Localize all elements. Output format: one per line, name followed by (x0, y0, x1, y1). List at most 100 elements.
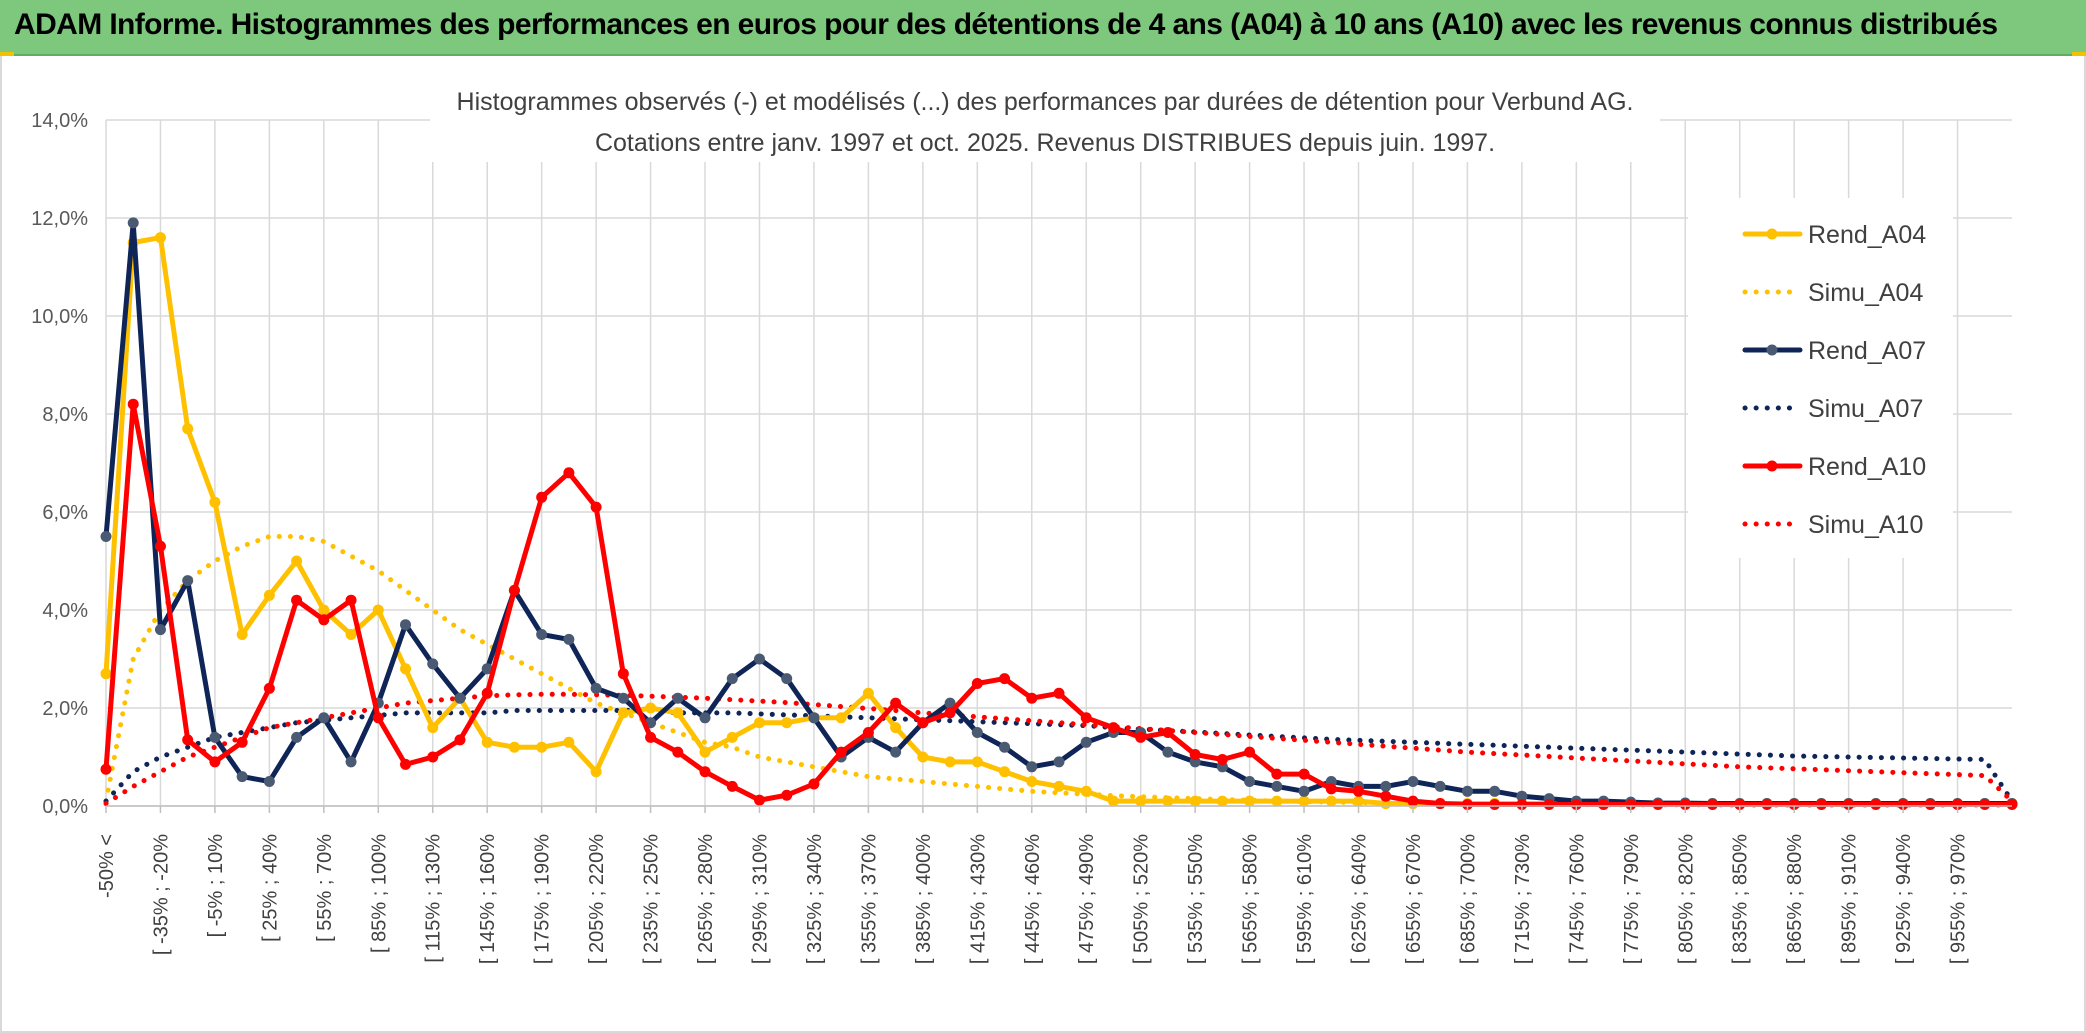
data-point-rend-a10 (1216, 753, 1228, 765)
chart-title: Histogrammes observés (-) et modélisés (… (457, 88, 1634, 116)
x-tick-label: [ 565% ; 580% (1240, 834, 1262, 964)
data-point-rend-a10 (1924, 799, 1936, 811)
x-tick-label: [ 805% ; 820% (1675, 834, 1697, 964)
data-point-rend-a04 (1080, 785, 1092, 797)
data-point-rend-a04 (645, 702, 657, 714)
data-point-rend-a10 (1598, 799, 1610, 811)
corner-accent-left (0, 52, 14, 56)
legend-background (1688, 198, 1953, 558)
data-point-rend-a07 (1271, 780, 1283, 792)
data-point-rend-a10 (1679, 799, 1691, 811)
data-point-rend-a04 (1135, 795, 1147, 807)
x-tick-label: [ 325% ; 340% (804, 834, 826, 964)
data-point-rend-a10 (1489, 799, 1501, 811)
x-tick-label: [ 775% ; 790% (1621, 834, 1643, 964)
y-tick-label: 14,0% (31, 110, 88, 132)
data-point-rend-a10 (1298, 768, 1310, 780)
data-point-rend-a10 (1543, 799, 1555, 811)
data-point-rend-a07 (209, 731, 221, 743)
data-point-rend-a10 (481, 687, 493, 699)
data-point-rend-a07 (1461, 785, 1473, 797)
legend-label-simu-a07: Simu_A07 (1808, 395, 1923, 423)
data-point-rend-a10 (944, 707, 956, 719)
data-point-rend-a10 (917, 717, 929, 729)
data-point-rend-a07 (100, 531, 112, 542)
data-point-rend-a07 (427, 658, 439, 670)
data-point-rend-a04 (835, 712, 847, 724)
x-tick-label: [ 865% ; 880% (1784, 834, 1806, 964)
data-point-rend-a04 (781, 717, 793, 729)
x-tick-label: [ 535% ; 550% (1185, 834, 1207, 964)
data-point-rend-a07 (1380, 780, 1392, 792)
data-point-rend-a04 (1271, 795, 1283, 807)
data-point-rend-a04 (154, 232, 166, 244)
data-point-rend-a10 (1734, 799, 1746, 811)
data-point-rend-a04 (400, 663, 412, 675)
legend: Rend_A04 Simu_A04 Rend_A07 Simu_A07 Rend_A10… (1742, 221, 1926, 539)
data-point-rend-a07 (944, 697, 956, 709)
data-point-rend-a07 (1298, 785, 1310, 797)
data-point-rend-a07 (318, 712, 330, 724)
data-point-rend-a10 (1080, 712, 1092, 724)
report-header: ADAM Informe. Histogrammes des performan… (0, 0, 2086, 56)
data-point-rend-a04 (1026, 776, 1038, 787)
data-point-rend-a04 (1325, 795, 1337, 807)
data-point-rend-a04 (999, 766, 1011, 778)
data-point-rend-a07 (999, 741, 1011, 753)
data-point-rend-a10 (1026, 692, 1038, 704)
data-point-rend-a10 (1761, 799, 1773, 811)
data-point-rend-a04 (1053, 780, 1065, 792)
data-point-rend-a10 (999, 673, 1011, 685)
data-point-rend-a07 (400, 619, 412, 631)
data-point-rend-a07 (753, 653, 765, 665)
y-tick-label: 6,0% (42, 502, 88, 524)
x-tick-label: [ 895% ; 910% (1839, 834, 1861, 964)
data-point-rend-a10 (291, 594, 303, 606)
data-point-rend-a07 (971, 727, 983, 738)
x-tick-label: [ 445% ; 460% (1022, 834, 1044, 964)
legend-marker-rend-a07 (1766, 344, 1778, 356)
x-tick-label: [ 715% ; 730% (1512, 834, 1534, 964)
data-point-rend-a07 (890, 746, 902, 758)
data-point-rend-a10 (318, 614, 330, 626)
data-point-rend-a10 (563, 467, 575, 479)
x-tick-label: [ 145% ; 160% (477, 834, 499, 964)
data-point-rend-a10 (209, 756, 221, 768)
data-point-rend-a04 (427, 722, 439, 734)
data-point-rend-a10 (1244, 746, 1256, 758)
data-point-rend-a04 (753, 717, 765, 729)
data-point-rend-a10 (1189, 749, 1201, 761)
data-point-rend-a10 (1407, 795, 1419, 807)
data-point-rend-a10 (400, 758, 412, 770)
data-point-rend-a04 (182, 423, 194, 435)
data-point-rend-a04 (1107, 795, 1119, 807)
data-point-rend-a07 (1026, 761, 1038, 773)
data-point-rend-a07 (617, 692, 629, 704)
data-point-rend-a10 (372, 712, 384, 724)
series-line-simu-a07 (103, 708, 2015, 804)
data-point-rend-a10 (1380, 790, 1392, 802)
data-point-rend-a10 (590, 501, 602, 513)
x-tick-label: [ 385% ; 400% (913, 834, 935, 964)
data-point-rend-a04 (563, 736, 575, 748)
data-point-rend-a07 (481, 663, 493, 675)
data-point-rend-a07 (726, 673, 738, 685)
data-point-rend-a10 (1461, 799, 1473, 811)
y-tick-label: 0,0% (42, 796, 88, 818)
legend-label-rend-a04: Rend_A04 (1808, 221, 1926, 249)
x-tick-label: [ 205% ; 220% (586, 834, 608, 964)
data-point-rend-a07 (127, 217, 139, 229)
x-tick-label: [ 115% ; 130% (423, 834, 445, 963)
data-point-rend-a10 (1325, 783, 1337, 795)
data-point-rend-a07 (454, 692, 466, 704)
data-point-rend-a07 (1080, 736, 1092, 748)
data-point-rend-a10 (2006, 799, 2018, 811)
x-tick-label: [ 55% ; 70% (314, 834, 336, 942)
data-point-rend-a04 (1162, 795, 1174, 807)
x-tick-label: [ 655% ; 670% (1403, 834, 1425, 964)
data-point-rend-a10 (100, 763, 112, 775)
data-point-rend-a04 (726, 731, 738, 743)
data-point-rend-a10 (1516, 799, 1528, 811)
data-point-rend-a10 (1652, 799, 1664, 811)
data-point-rend-a10 (1107, 722, 1119, 734)
